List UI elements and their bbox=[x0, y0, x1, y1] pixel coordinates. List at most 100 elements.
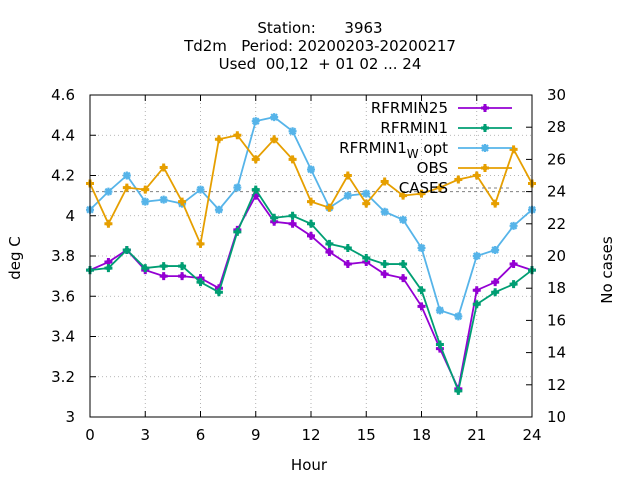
data-point-dot bbox=[124, 247, 130, 253]
y-tick-label: 4 bbox=[65, 207, 75, 225]
data-point bbox=[454, 312, 463, 321]
data-point bbox=[196, 185, 205, 194]
series-lines bbox=[86, 113, 536, 395]
x-tick-label: 0 bbox=[85, 426, 95, 444]
legend-label: CASES bbox=[399, 179, 448, 197]
data-point-dot bbox=[345, 172, 351, 179]
y-tick-label: 3.2 bbox=[51, 368, 75, 386]
series-OBS bbox=[86, 131, 536, 248]
y2-tick-label: 24 bbox=[547, 183, 566, 201]
data-point-dot bbox=[308, 221, 314, 227]
data-point bbox=[481, 144, 489, 152]
data-point bbox=[122, 171, 131, 180]
data-point-dot bbox=[510, 281, 517, 287]
data-point-dot bbox=[482, 125, 488, 131]
data-point-dot bbox=[474, 172, 480, 179]
x-tick-label: 24 bbox=[522, 426, 541, 444]
data-point bbox=[509, 221, 518, 230]
x-tick-label: 6 bbox=[196, 426, 206, 444]
y2-tick-label: 16 bbox=[547, 311, 566, 329]
grid bbox=[90, 95, 532, 417]
data-point-dot bbox=[142, 186, 148, 193]
data-point bbox=[491, 245, 500, 254]
legend-label: OBS bbox=[417, 159, 448, 177]
data-point-dot bbox=[363, 255, 369, 261]
title-line: Td2m Period: 20200203-20200217 bbox=[183, 37, 456, 55]
data-point bbox=[141, 197, 150, 206]
y2-tick-label: 14 bbox=[547, 344, 566, 362]
data-point-dot bbox=[455, 388, 461, 394]
y-tick-label: 3 bbox=[65, 408, 75, 426]
axis-ticks: 0 3 6 9 12 15 18 21 2433.23.43.63.844.24.44.6101… bbox=[51, 86, 566, 444]
x-tick-label: 9 bbox=[251, 426, 261, 444]
data-point bbox=[380, 207, 389, 216]
data-point-dot bbox=[289, 221, 296, 227]
data-point-dot bbox=[142, 265, 148, 271]
data-point bbox=[435, 306, 444, 315]
data-point bbox=[472, 252, 481, 260]
data-point bbox=[270, 113, 279, 122]
data-point-dot bbox=[161, 263, 167, 269]
data-point-dot bbox=[482, 165, 488, 171]
series-RFRMIN1W-opt bbox=[86, 113, 536, 321]
data-point-dot bbox=[289, 156, 296, 162]
y-tick-label: 3.4 bbox=[51, 328, 75, 346]
series-RFRMIN1 bbox=[86, 185, 536, 395]
data-point-dot bbox=[492, 201, 498, 207]
data-point-dot bbox=[400, 193, 406, 199]
legend-label: RFRMIN1 bbox=[380, 119, 448, 137]
y2-tick-label: 20 bbox=[547, 247, 566, 265]
data-point bbox=[417, 243, 426, 252]
data-point-dot bbox=[253, 186, 259, 193]
data-point-dot bbox=[161, 164, 167, 171]
data-point-dot bbox=[308, 233, 314, 239]
data-point-dot bbox=[345, 245, 351, 251]
data-point-dot bbox=[482, 105, 488, 111]
x-tick-label: 12 bbox=[301, 426, 320, 444]
data-point-dot bbox=[474, 287, 480, 293]
data-point-dot bbox=[289, 213, 296, 219]
data-point-dot bbox=[474, 301, 480, 307]
data-point-dot bbox=[253, 156, 259, 162]
title-line: Station: 3963 bbox=[257, 19, 382, 37]
title-line: Used 00,12 + 01 02 ... 24 bbox=[219, 55, 422, 73]
data-point bbox=[159, 195, 168, 204]
data-point bbox=[288, 127, 297, 136]
data-point-dot bbox=[234, 132, 240, 138]
y-tick-label: 4.6 bbox=[51, 86, 75, 104]
data-point bbox=[104, 187, 113, 196]
y-tick-label: 4.2 bbox=[51, 167, 75, 185]
data-point-dot bbox=[437, 184, 443, 191]
y2-tick-label: 22 bbox=[547, 215, 566, 233]
data-point-dot bbox=[382, 178, 388, 185]
data-point bbox=[399, 215, 408, 224]
legend-label: RFRMIN1W opt bbox=[339, 139, 448, 161]
data-point-dot bbox=[400, 275, 406, 281]
data-point-dot bbox=[363, 201, 369, 207]
plot-frame bbox=[89, 94, 533, 418]
y2-tick-label: 18 bbox=[547, 279, 566, 297]
data-point-dot bbox=[308, 199, 314, 205]
data-point-dot bbox=[455, 176, 461, 183]
data-point-dot bbox=[382, 271, 388, 277]
x-axis-label: Hour bbox=[291, 456, 328, 474]
data-point bbox=[343, 191, 352, 200]
data-point-dot bbox=[179, 273, 185, 279]
data-point-dot bbox=[271, 136, 277, 142]
data-point-dot bbox=[161, 273, 167, 279]
y2-tick-label: 10 bbox=[547, 408, 566, 426]
data-point-dot bbox=[105, 221, 112, 227]
data-point-dot bbox=[216, 289, 222, 295]
data-point-dot bbox=[492, 279, 498, 285]
data-point-dot bbox=[105, 259, 112, 265]
data-point-dot bbox=[271, 215, 277, 221]
data-point-dot bbox=[418, 303, 425, 309]
y2-axis-label: No cases bbox=[598, 236, 616, 304]
y2-tick-label: 26 bbox=[547, 150, 566, 168]
data-point-dot bbox=[326, 241, 333, 247]
y2-tick-label: 28 bbox=[547, 118, 566, 136]
legend-label: RFRMIN25 bbox=[371, 99, 448, 117]
x-tick-label: 15 bbox=[357, 426, 376, 444]
